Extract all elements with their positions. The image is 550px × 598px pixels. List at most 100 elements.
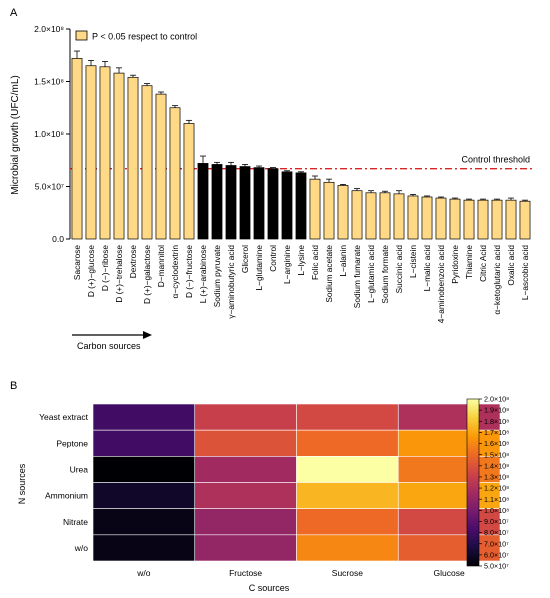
- arrow-head: [143, 331, 152, 339]
- heatmap-cell: [194, 534, 297, 562]
- x-tick-label: Dextrose: [128, 245, 138, 279]
- bar: [435, 197, 447, 240]
- bar: [295, 172, 307, 240]
- x-tick-label: L−lysine: [296, 245, 306, 276]
- bar: [225, 165, 237, 240]
- x-tick-label: Oxalic acid: [506, 245, 516, 286]
- heatmap-cell: [397, 456, 501, 483]
- x-tick-label: L−ascobic acid: [520, 245, 530, 301]
- heatmap-cell: [296, 429, 399, 457]
- x-tick-label: D (−)−fructose: [184, 245, 194, 298]
- colorbar-tick-label: 1.0×10⁸: [484, 506, 509, 515]
- carbon-sources-label: Carbon sources: [77, 341, 141, 351]
- x-tick-label: D (+)−glucose: [86, 245, 96, 297]
- legend-label: P < 0.05 respect to control: [92, 32, 197, 42]
- bar: [477, 199, 489, 240]
- heatmap-cell: [397, 482, 501, 509]
- heatmap-cell: [92, 456, 196, 483]
- bar: [155, 93, 167, 240]
- colorbar-tick-label: 1.2×10⁸: [484, 484, 509, 493]
- heatmap-cell: [194, 456, 297, 483]
- x-tick-label: L−arginine: [282, 245, 292, 284]
- heatmap-y-label: Yeast extract: [39, 412, 88, 422]
- heatmap-cell: [296, 403, 399, 431]
- bar: [169, 107, 181, 240]
- colorbar-tick-label: 1.3×10⁸: [484, 473, 509, 482]
- heatmap-cell: [92, 403, 196, 431]
- colorbar-tick-label: 5.0×10⁷: [484, 562, 509, 571]
- y-tick-label: 5.0×10⁷: [35, 182, 64, 192]
- x-tick-label: Pyridoxine: [450, 245, 460, 284]
- x-tick-label: Citric Acid: [478, 245, 488, 282]
- panel-b-heatmap: Yeast extract Peptone Urea Ammonium Nitrate w…: [39, 403, 501, 578]
- panel-a-y-axis: 0.0 5.0×10⁷ 1.0×10⁸ 1.5×10⁸ 2.0×10⁸: [34, 24, 71, 244]
- bar: [351, 190, 363, 240]
- heatmap-cell: [92, 429, 196, 457]
- heatmap-cell: [194, 482, 297, 509]
- legend-swatch: [75, 30, 88, 41]
- heatmap-cell: [397, 429, 501, 457]
- heatmap-x-label: Sucrose: [332, 568, 363, 578]
- panel-a-bars: [71, 50, 531, 240]
- panel-b-colorbar: 5.0×10⁷ 6.0×10⁷ 7.0×10⁷ 8.0×10⁷ 9.0×10⁷ 1.0×1…: [466, 395, 509, 571]
- y-tick-label: 1.0×10⁸: [34, 129, 64, 139]
- colorbar-tick-label: 7.0×10⁷: [484, 539, 509, 548]
- bar: [183, 123, 195, 240]
- bar: [505, 199, 517, 240]
- colorbar-tick-label: 1.5×10⁸: [484, 450, 509, 459]
- heatmap-cell: [296, 534, 399, 562]
- heatmap-y-label: Nitrate: [63, 517, 88, 527]
- bar: [239, 166, 251, 240]
- y-tick-label: 0.0: [52, 234, 64, 244]
- panel-a-threshold: Control threshold: [70, 155, 532, 170]
- heatmap-cell: [92, 482, 196, 509]
- x-tick-label: L−glutamine: [254, 245, 264, 291]
- x-tick-label: Sodium formate: [380, 245, 390, 304]
- bar: [407, 195, 419, 240]
- colorbar-gradient: [466, 398, 480, 567]
- bar: [309, 178, 321, 240]
- colorbar-tick-label: 1.9×10⁸: [484, 406, 509, 415]
- x-tick-label: α−cyclodextrin: [170, 245, 180, 299]
- heatmap-x-label: Glucose: [434, 568, 465, 578]
- panel-a-y-axis-title: Microbial growth (UFC/mL): [10, 75, 21, 194]
- heatmap-cell: [397, 403, 501, 431]
- x-tick-label: α−ketoglutaric acid: [492, 245, 502, 315]
- panel-b-y-axis-title: N sources: [17, 463, 27, 504]
- bar: [337, 185, 349, 240]
- bar: [85, 65, 97, 240]
- x-tick-label: Folic acid: [310, 245, 320, 280]
- x-tick-label: 4−aminobenzoic acid: [436, 245, 446, 324]
- x-tick-label: Sacarose: [72, 245, 82, 280]
- x-tick-label: D (−)−ribose: [100, 245, 110, 291]
- x-tick-label: D (+)−trehalose: [114, 245, 124, 303]
- bar: [365, 192, 377, 240]
- x-tick-label: Sodium pyruvate: [212, 245, 222, 308]
- bar: [71, 58, 83, 240]
- x-tick-label: Control: [268, 245, 278, 272]
- heatmap-cell: [296, 482, 399, 509]
- heatmap-y-label: Urea: [70, 464, 89, 474]
- colorbar-tick-label: 1.7×10⁸: [484, 428, 509, 437]
- panel-a-x-tick-labels: Sacarose D (+)−glucose D (−)−ribose D (+)−t…: [72, 245, 530, 324]
- y-tick-label: 1.5×10⁸: [34, 77, 64, 87]
- bar: [379, 192, 391, 240]
- bar: [323, 181, 335, 240]
- x-tick-label: Sodium acetate: [324, 245, 334, 303]
- panel-b-x-axis-title: C sources: [249, 583, 290, 593]
- colorbar-tick-label: 8.0×10⁷: [484, 528, 509, 537]
- bar: [267, 168, 279, 240]
- panel-a-legend: P < 0.05 respect to control: [75, 30, 197, 42]
- colorbar-tick-label: 1.6×10⁸: [484, 439, 509, 448]
- bar: [253, 167, 265, 240]
- x-tick-label: L−alanin: [338, 245, 348, 277]
- bar: [141, 85, 153, 240]
- heatmap-x-label: w/o: [136, 568, 151, 578]
- bar: [113, 72, 125, 240]
- heatmap-cell: [296, 508, 399, 536]
- bar: [127, 76, 139, 240]
- bar: [421, 196, 433, 240]
- heatmap-cell: [397, 534, 501, 562]
- colorbar-tick-label: 6.0×10⁷: [484, 550, 509, 559]
- heatmap-cell: [296, 456, 399, 483]
